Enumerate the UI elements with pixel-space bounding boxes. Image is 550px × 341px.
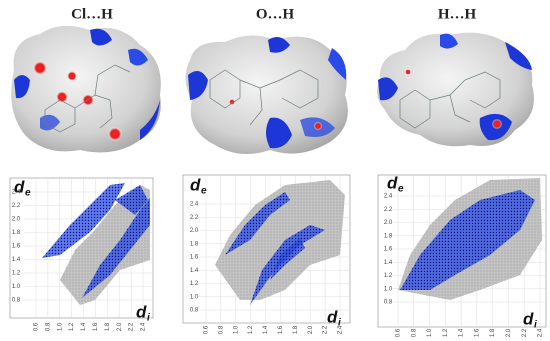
- x-tick-label: 1.4: [263, 325, 269, 334]
- y-tick-label: 1.0: [190, 294, 199, 300]
- x-axis-label: d: [327, 307, 338, 326]
- y-tick-label: 1.0: [384, 286, 393, 292]
- y-tick-label: 1.8: [190, 241, 199, 247]
- fingerprint-cloud: [215, 180, 345, 305]
- y-tick-label: 0.8: [12, 298, 21, 304]
- x-tick-label: 1.0: [233, 325, 239, 334]
- y-tick-label: 2.0: [12, 217, 21, 223]
- y-tick-label: 1.8: [384, 233, 393, 239]
- y-tick-label: 2.4: [190, 202, 199, 208]
- x-tick-label: 2.4: [538, 328, 544, 337]
- y-axis-label: d: [387, 173, 398, 192]
- y-axis-subscript: e: [25, 188, 31, 199]
- x-tick-label: 0.6: [34, 322, 40, 331]
- y-tick-label: 2.4: [384, 194, 393, 200]
- hirshfeld-surface: [185, 35, 348, 154]
- x-tick-label: 2.4: [141, 322, 147, 331]
- y-tick-label: 2.2: [190, 215, 199, 221]
- hirshfeld-surface: [11, 25, 161, 153]
- x-tick-label: 0.8: [411, 328, 417, 337]
- panel-title: H…H: [438, 6, 477, 22]
- x-tick-label: 1.2: [248, 325, 254, 334]
- y-tick-label: 2.2: [384, 207, 393, 213]
- y-tick-label: 2.2: [12, 203, 21, 209]
- hirshfeld-surface: [376, 32, 534, 147]
- x-tick-label: 2.2: [323, 325, 329, 334]
- y-tick-label: 1.2: [384, 273, 393, 279]
- y-tick-label: 1.6: [190, 255, 199, 261]
- x-tick-label: 1.8: [490, 328, 496, 337]
- y-tick-label: 1.8: [12, 230, 21, 236]
- y-axis-subscript: e: [398, 184, 404, 195]
- x-tick-label: 2.0: [308, 325, 314, 334]
- fingerprint-cloud: [398, 178, 542, 300]
- y-tick-label: 2.0: [190, 228, 199, 234]
- x-tick-label: 1.6: [474, 328, 480, 337]
- y-tick-label: 1.2: [190, 281, 199, 287]
- x-tick-label: 0.6: [396, 328, 402, 337]
- x-tick-label: 2.2: [522, 328, 528, 337]
- x-tick-label: 1.2: [69, 322, 75, 331]
- panel-title: Cl…H: [71, 6, 113, 22]
- x-tick-label: 1.0: [57, 322, 63, 331]
- x-tick-label: 1.2: [443, 328, 449, 337]
- y-tick-label: 1.4: [12, 257, 21, 263]
- x-tick-label: 2.2: [129, 322, 135, 331]
- x-tick-label: 2.4: [338, 325, 344, 334]
- y-axis-label: d: [14, 177, 25, 196]
- x-axis-label: d: [523, 309, 534, 328]
- y-tick-label: 0.8: [190, 308, 199, 314]
- fingerprint-cloud: [42, 183, 150, 305]
- panel-title: O…H: [256, 6, 295, 22]
- x-tick-label: 1.4: [81, 322, 87, 331]
- y-tick-label: 1.6: [12, 244, 21, 250]
- x-axis-label: d: [136, 302, 147, 321]
- y-tick-label: 2.0: [384, 220, 393, 226]
- x-tick-label: 1.8: [105, 322, 111, 331]
- x-tick-label: 1.8: [293, 325, 299, 334]
- y-tick-label: 0.8: [384, 300, 393, 306]
- y-tick-label: 1.4: [384, 260, 393, 266]
- x-tick-label: 1.4: [459, 328, 465, 337]
- y-axis-subscript: e: [201, 186, 207, 197]
- y-tick-label: 1.2: [12, 271, 21, 277]
- x-axis-subscript: i: [338, 318, 341, 329]
- y-tick-label: 2.4: [12, 190, 21, 196]
- x-tick-label: 2.0: [117, 322, 123, 331]
- y-tick-label: 1.0: [12, 284, 21, 290]
- x-axis-subscript: i: [534, 320, 537, 331]
- y-axis-label: d: [190, 175, 201, 194]
- x-tick-label: 1.0: [427, 328, 433, 337]
- y-tick-label: 1.4: [190, 268, 199, 274]
- y-tick-label: 1.6: [384, 247, 393, 253]
- x-axis-subscript: i: [147, 313, 150, 324]
- x-tick-label: 0.8: [218, 325, 224, 334]
- x-tick-label: 0.6: [204, 325, 210, 334]
- x-tick-label: 1.6: [278, 325, 284, 334]
- x-tick-label: 1.6: [93, 322, 99, 331]
- x-tick-label: 0.8: [45, 322, 51, 331]
- axis-labels: d e d i d e d i d e d i: [14, 173, 537, 330]
- x-tick-label: 2.0: [506, 328, 512, 337]
